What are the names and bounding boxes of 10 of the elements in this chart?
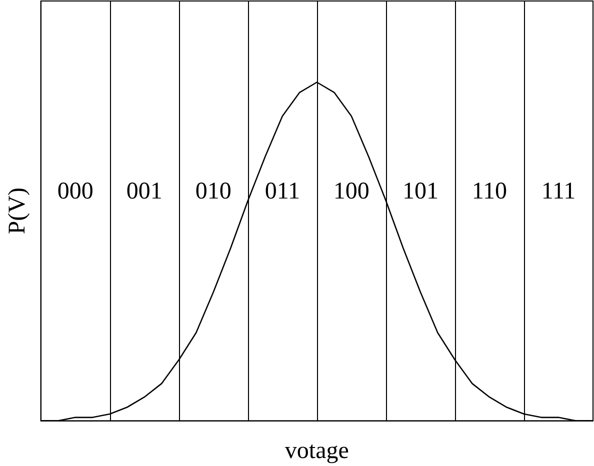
- annotation: 001: [126, 178, 162, 204]
- y-axis-title: P(V): [4, 188, 31, 234]
- annotation: 000: [57, 178, 94, 204]
- annotation: 111: [541, 178, 576, 204]
- annotation: 110: [472, 178, 508, 204]
- annotation: 101: [402, 178, 438, 204]
- x-axis-title: votage: [284, 438, 349, 464]
- annotation: 100: [333, 178, 370, 204]
- annotation: 011: [264, 178, 300, 204]
- annotation: 010: [195, 178, 232, 204]
